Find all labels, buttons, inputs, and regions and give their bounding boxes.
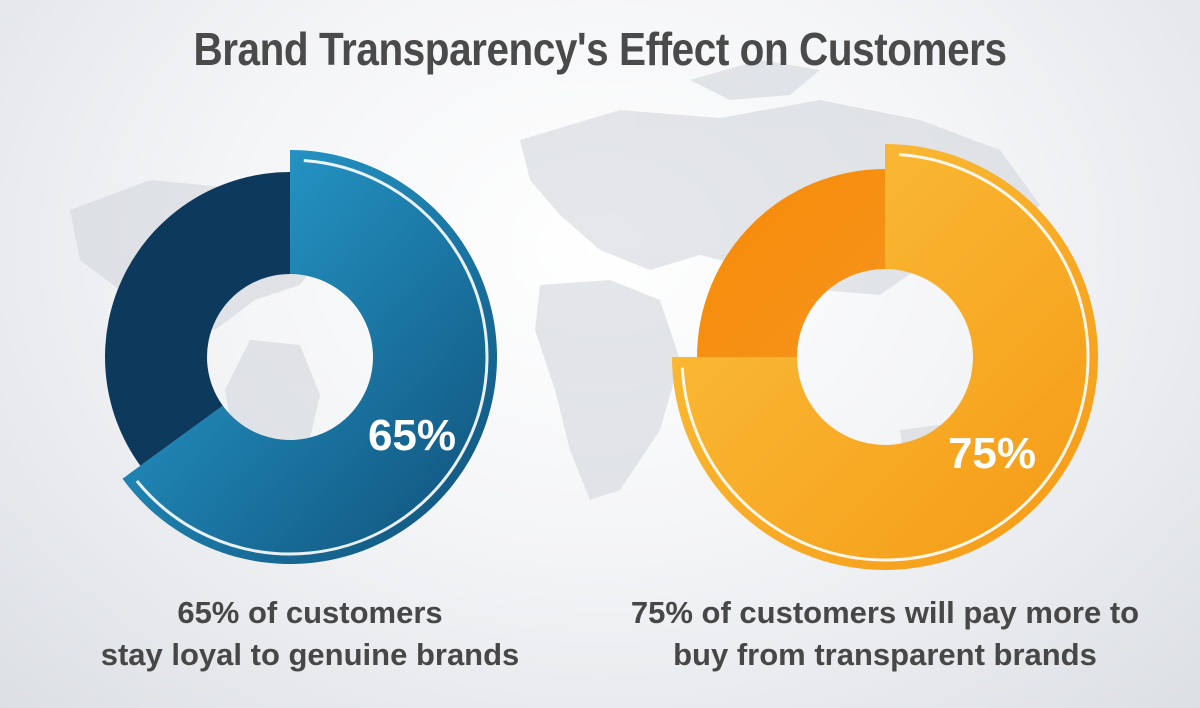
- donut-accent-arc: [135, 158, 489, 556]
- donut-accent-arc: [680, 152, 1090, 562]
- donut-chart-loyalty: 65%: [105, 150, 498, 565]
- caption-loyalty: 65% of customers stay loyal to genuine b…: [40, 592, 580, 676]
- caption-pay-more-line1: 75% of customers will pay more to: [630, 595, 1140, 630]
- donut-slice-value: [672, 144, 1098, 570]
- page-title: Brand Transparency's Effect on Customers: [193, 23, 1007, 75]
- donut-slice-rest: [697, 169, 885, 357]
- donut-value-label: 75%: [948, 429, 1036, 478]
- caption-pay-more: 75% of customers will pay more to buy fr…: [590, 592, 1180, 676]
- donut-value-label: 65%: [368, 411, 456, 460]
- caption-loyalty-line2: stay loyal to genuine brands: [100, 637, 520, 672]
- donut-slice-value: [122, 150, 498, 565]
- caption-pay-more-line2: buy from transparent brands: [673, 637, 1097, 672]
- donut-slice-rest: [105, 172, 290, 466]
- caption-loyalty-line1: 65% of customers: [177, 595, 443, 630]
- donut-chart-pay-more: 75%: [672, 144, 1098, 570]
